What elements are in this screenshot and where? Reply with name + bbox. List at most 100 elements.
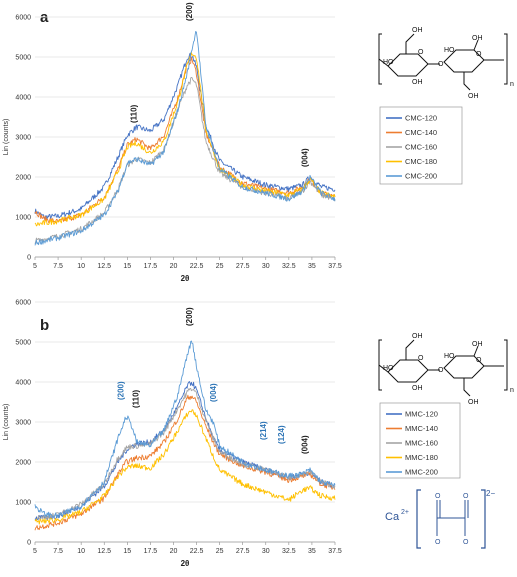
panel-b-y-axis-label: Lin (counts) xyxy=(3,404,10,441)
oxalate-charge: 2− xyxy=(486,489,495,498)
y-tick-label: 2000 xyxy=(15,175,31,182)
panel-a-letter: a xyxy=(40,9,49,26)
x-tick-label: 20 xyxy=(170,548,178,555)
calcium-oxalate-structure: Ca 2+ O O O O 2− xyxy=(385,489,495,549)
x-tick-label: 5 xyxy=(33,548,37,555)
panel-a-axes: 0 1000 2000 3000 4000 5000 6000 5 7.5 10 12.5 15 17.… xyxy=(15,15,341,271)
legend-label: CMC-160 xyxy=(405,143,437,152)
peak-label: (200) xyxy=(185,307,194,326)
bracket-right xyxy=(504,33,508,85)
glucose-ring-2 xyxy=(443,39,504,91)
panel-b-peak-labels: (200) (110) (200) (004) (214) (124) (004) xyxy=(117,307,310,454)
y-tick-label: 1000 xyxy=(15,500,31,507)
peak-label: (110) xyxy=(131,389,140,408)
bracket-left xyxy=(378,33,382,85)
bracket-right xyxy=(504,339,508,391)
ho-label: HO xyxy=(383,59,394,66)
x-tick-label: 22.5 xyxy=(190,548,204,555)
subscript-n: n xyxy=(510,387,514,394)
calcium-label: Ca xyxy=(385,511,400,523)
oh-label: OH xyxy=(412,385,423,392)
peak-label: (004) xyxy=(300,148,309,167)
panel-b-chart: b 0 1000 2000 3000 4000 5000 6000 5 7.5 10 12.5 15 1… xyxy=(3,300,342,569)
panel-b-gridlines xyxy=(35,301,335,543)
cellulose-structure-a: OH O HO OH O HO OH O OH n xyxy=(378,27,514,100)
series-line-cmc-200 xyxy=(34,30,336,246)
x-tick-label: 15 xyxy=(123,263,131,270)
x-tick-label: 15 xyxy=(123,548,131,555)
x-tick-label: 35 xyxy=(308,548,316,555)
x-tick-label: 30 xyxy=(262,548,270,555)
x-tick-label: 12.5 xyxy=(97,548,111,555)
x-tick-label: 12.5 xyxy=(97,263,111,270)
bracket-left xyxy=(378,339,382,391)
panel-a-y-axis-label: Lin (counts) xyxy=(3,119,10,156)
oh-label: OH xyxy=(472,341,483,348)
y-tick-label: 0 xyxy=(27,255,31,262)
series-line-mmc-160 xyxy=(34,387,336,522)
y-tick-label: 5000 xyxy=(15,55,31,62)
x-tick-label: 17.5 xyxy=(144,263,158,270)
x-tick-label: 10 xyxy=(77,263,85,270)
legend-label: CMC-180 xyxy=(405,157,437,166)
o-label: O xyxy=(435,493,441,500)
peak-label: (214) xyxy=(259,421,268,440)
series-line-mmc-140 xyxy=(34,394,336,531)
panel-a-legend: CMC-120 CMC-140 CMC-160 CMC-180 CMC-200 xyxy=(379,106,463,185)
legend-label: MMC-160 xyxy=(405,439,438,448)
panel-b-series xyxy=(34,340,336,531)
x-tick-label: 22.5 xyxy=(190,263,204,270)
x-tick-label: 7.5 xyxy=(53,548,63,555)
glucose-ring-1 xyxy=(378,33,440,77)
legend-label: MMC-140 xyxy=(405,424,438,433)
x-tick-label: 10 xyxy=(77,548,85,555)
panel-a-series xyxy=(34,30,336,246)
x-tick-label: 32.5 xyxy=(282,263,296,270)
subscript-n: n xyxy=(510,81,514,88)
legend-box xyxy=(379,106,463,185)
ho-label: HO xyxy=(444,47,455,54)
y-tick-label: 6000 xyxy=(15,300,31,307)
y-tick-label: 4000 xyxy=(15,95,31,102)
x-tick-label: 5 xyxy=(33,263,37,270)
o-label: O xyxy=(476,51,482,58)
ho-label: HO xyxy=(444,353,455,360)
peak-label: (110) xyxy=(130,104,139,123)
oh-label: OH xyxy=(468,93,479,100)
peak-label: (200) xyxy=(185,2,194,21)
panel-b-x-axis-label: 2θ xyxy=(181,559,190,568)
oxalate-brackets xyxy=(416,489,486,549)
x-tick-label: 7.5 xyxy=(53,263,63,270)
peak-label: (124) xyxy=(277,425,286,444)
series-line-cmc-120 xyxy=(34,52,336,220)
x-tick-label: 30 xyxy=(262,263,270,270)
x-tick-label: 27.5 xyxy=(236,548,250,555)
legend-label: MMC-180 xyxy=(405,453,438,462)
ho-label: HO xyxy=(383,365,394,372)
o-label: O xyxy=(438,61,444,68)
oh-label: OH xyxy=(468,399,479,406)
x-tick-label: 17.5 xyxy=(144,548,158,555)
peak-label: (004) xyxy=(300,435,309,454)
y-tick-label: 0 xyxy=(27,540,31,547)
panel-b-letter: b xyxy=(40,317,49,334)
series-line-mmc-200 xyxy=(34,340,336,518)
cellulose-structure-b: OH O HO OH O HO OH O OH n xyxy=(378,333,514,406)
x-tick-label: 37.5 xyxy=(328,548,342,555)
panel-a-x-axis-label: 2θ xyxy=(181,274,190,283)
x-tick-label: 25 xyxy=(216,548,224,555)
peak-label: (200) xyxy=(117,381,126,400)
x-tick-label: 35 xyxy=(308,263,316,270)
oh-label: OH xyxy=(472,35,483,42)
panel-a-chart: a 0 1000 2000 3000 4000 5000 6000 5 7.5 10 12.5 15 1… xyxy=(3,2,342,283)
x-tick-label: 20 xyxy=(170,263,178,270)
series-line-mmc-180 xyxy=(34,409,336,525)
legend-label: MMC-200 xyxy=(405,468,438,477)
legend-label: MMC-120 xyxy=(405,410,438,419)
o-label: O xyxy=(418,355,424,362)
legend-label: CMC-140 xyxy=(405,128,437,137)
oh-label: OH xyxy=(412,79,423,86)
legend-label: CMC-120 xyxy=(405,114,437,123)
y-tick-label: 1000 xyxy=(15,215,31,222)
